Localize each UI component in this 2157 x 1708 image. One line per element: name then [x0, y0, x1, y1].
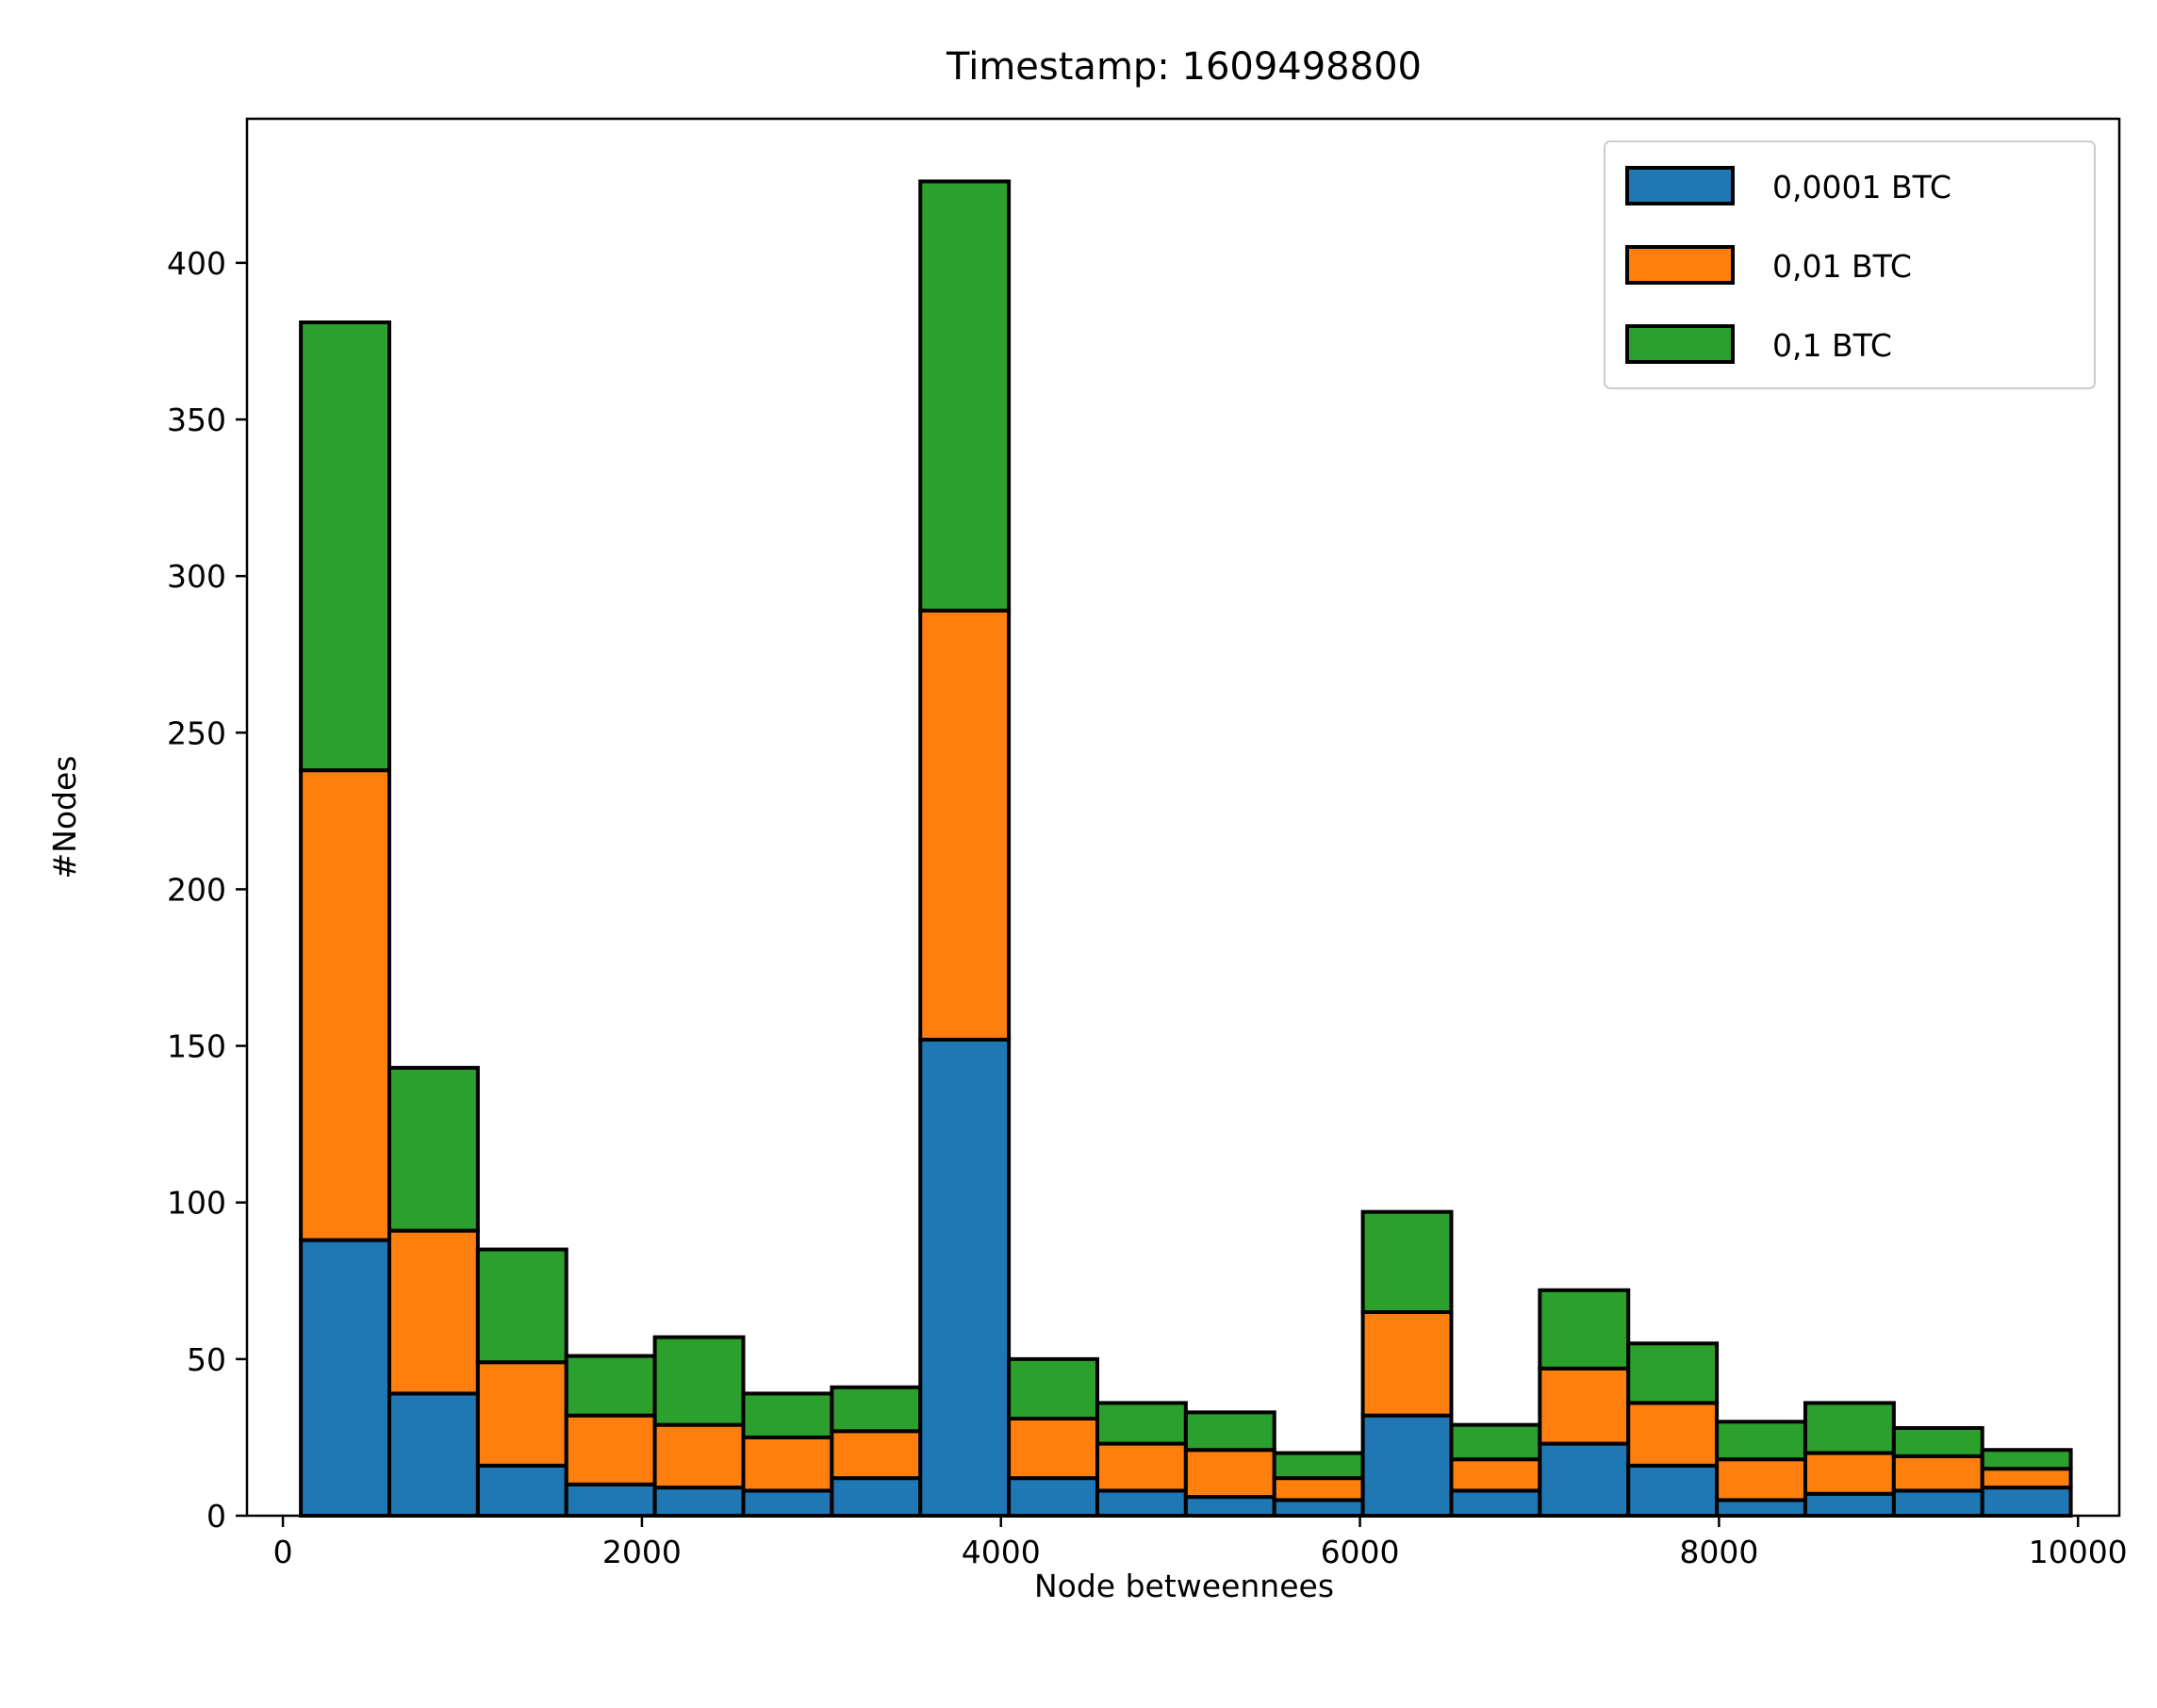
bar-series1-bin19 [1980, 1467, 2073, 1490]
bars-layer [299, 179, 2073, 1519]
x-tick-label: 10000 [2029, 1534, 2128, 1570]
legend-swatch-0 [1625, 166, 1735, 205]
legend: 0,0001 BTC 0,01 BTC 0,1 BTC [1604, 140, 2096, 389]
plot-frame [245, 117, 2121, 1518]
bar-series2-bin3 [564, 1354, 657, 1418]
bar-series2-bin16 [1715, 1420, 1807, 1462]
bar-series0-bin12 [1360, 1413, 1454, 1519]
bar-series0-bin9 [1095, 1488, 1188, 1518]
bar-series2-bin14 [1538, 1288, 1631, 1371]
y-tick-label: 50 [187, 1341, 226, 1378]
bar-series2-bin1 [387, 1065, 480, 1233]
x-tick-label: 8000 [1679, 1534, 1758, 1570]
bar-series1-bin4 [652, 1422, 746, 1490]
bar-series0-bin0 [299, 1238, 391, 1518]
y-tick-label: 100 [167, 1185, 226, 1222]
x-tick-label: 0 [273, 1534, 293, 1570]
x-axis-label: Node betweennees [1034, 1568, 1334, 1604]
bar-series2-bin18 [1891, 1425, 1984, 1458]
y-tick-label: 150 [167, 1028, 226, 1065]
bar-series1-bin7 [918, 608, 1012, 1042]
bar-series1-bin16 [1715, 1457, 1807, 1503]
y-tick-label: 300 [167, 558, 226, 595]
bar-series2-bin5 [741, 1391, 834, 1439]
bar-series1-bin11 [1272, 1476, 1365, 1503]
bar-series1-bin13 [1449, 1457, 1542, 1493]
bar-series1-bin5 [741, 1435, 834, 1493]
y-tick-label: 250 [167, 714, 226, 751]
legend-label-1: 0,01 BTC [1772, 248, 1912, 285]
x-tick-label: 2000 [602, 1534, 682, 1570]
legend-swatch-1 [1625, 245, 1735, 285]
bar-series0-bin2 [475, 1463, 568, 1519]
bar-series2-bin11 [1272, 1451, 1365, 1481]
x-tick-label: 6000 [1321, 1534, 1400, 1570]
bar-series0-bin16 [1715, 1498, 1807, 1518]
bar-series2-bin4 [652, 1335, 746, 1427]
legend-swatch-2 [1625, 324, 1735, 364]
chart-title: Timestamp: 1609498800 [946, 45, 1422, 89]
bar-series0-bin5 [741, 1488, 834, 1518]
bar-series1-bin17 [1803, 1451, 1896, 1496]
bar-series1-bin10 [1183, 1448, 1276, 1500]
legend-label-0: 0,0001 BTC [1772, 169, 1951, 205]
bar-series0-bin15 [1626, 1463, 1720, 1519]
bar-series2-bin15 [1626, 1341, 1720, 1405]
bar-series2-bin7 [918, 179, 1012, 613]
y-tick-label: 350 [167, 402, 226, 438]
bar-series0-bin1 [387, 1391, 480, 1519]
bar-series0-bin6 [830, 1476, 923, 1519]
bar-series1-bin1 [387, 1228, 480, 1396]
bar-series1-bin0 [299, 768, 391, 1242]
bar-series2-bin17 [1803, 1401, 1896, 1455]
y-tick-label: 200 [167, 871, 226, 908]
bar-series0-bin10 [1183, 1495, 1276, 1518]
bar-series0-bin14 [1538, 1441, 1631, 1518]
bar-series2-bin6 [830, 1385, 923, 1434]
y-axis-label: #Nodes [46, 756, 83, 879]
bar-series1-bin12 [1360, 1310, 1454, 1418]
bar-series0-bin19 [1980, 1486, 2073, 1518]
bar-series0-bin13 [1449, 1488, 1542, 1518]
bar-series0-bin8 [1007, 1476, 1099, 1519]
bar-series2-bin10 [1183, 1410, 1276, 1453]
y-tick-label: 400 [167, 245, 226, 282]
bar-series1-bin18 [1891, 1453, 1984, 1493]
bar-series0-bin3 [564, 1482, 657, 1518]
bar-series1-bin8 [1007, 1416, 1099, 1481]
bar-series0-bin18 [1891, 1488, 1984, 1518]
bar-series1-bin9 [1095, 1441, 1188, 1493]
bar-series0-bin11 [1272, 1498, 1365, 1518]
y-axis: 0 50 100 150 200 250 300 350 400 [167, 245, 247, 1535]
x-axis: 0 2000 4000 6000 8000 10000 [273, 1516, 2128, 1570]
bar-series2-bin9 [1095, 1401, 1188, 1446]
bar-series2-bin19 [1980, 1448, 2073, 1471]
bar-series1-bin14 [1538, 1366, 1631, 1446]
bar-series1-bin2 [475, 1360, 568, 1468]
bar-series2-bin12 [1360, 1209, 1454, 1315]
bar-series2-bin2 [475, 1247, 568, 1365]
bar-series2-bin13 [1449, 1422, 1542, 1462]
x-tick-label: 4000 [962, 1534, 1041, 1570]
bar-series0-bin7 [918, 1037, 1012, 1518]
bar-series2-bin8 [1007, 1356, 1099, 1421]
y-tick-label: 0 [206, 1498, 226, 1535]
bar-series1-bin6 [830, 1429, 923, 1481]
bar-series1-bin3 [564, 1413, 657, 1486]
bar-series0-bin17 [1803, 1491, 1896, 1518]
bar-series2-bin0 [299, 320, 391, 773]
bar-series1-bin15 [1626, 1401, 1720, 1468]
legend-label-2: 0,1 BTC [1772, 327, 1892, 364]
bar-series0-bin4 [652, 1486, 746, 1518]
